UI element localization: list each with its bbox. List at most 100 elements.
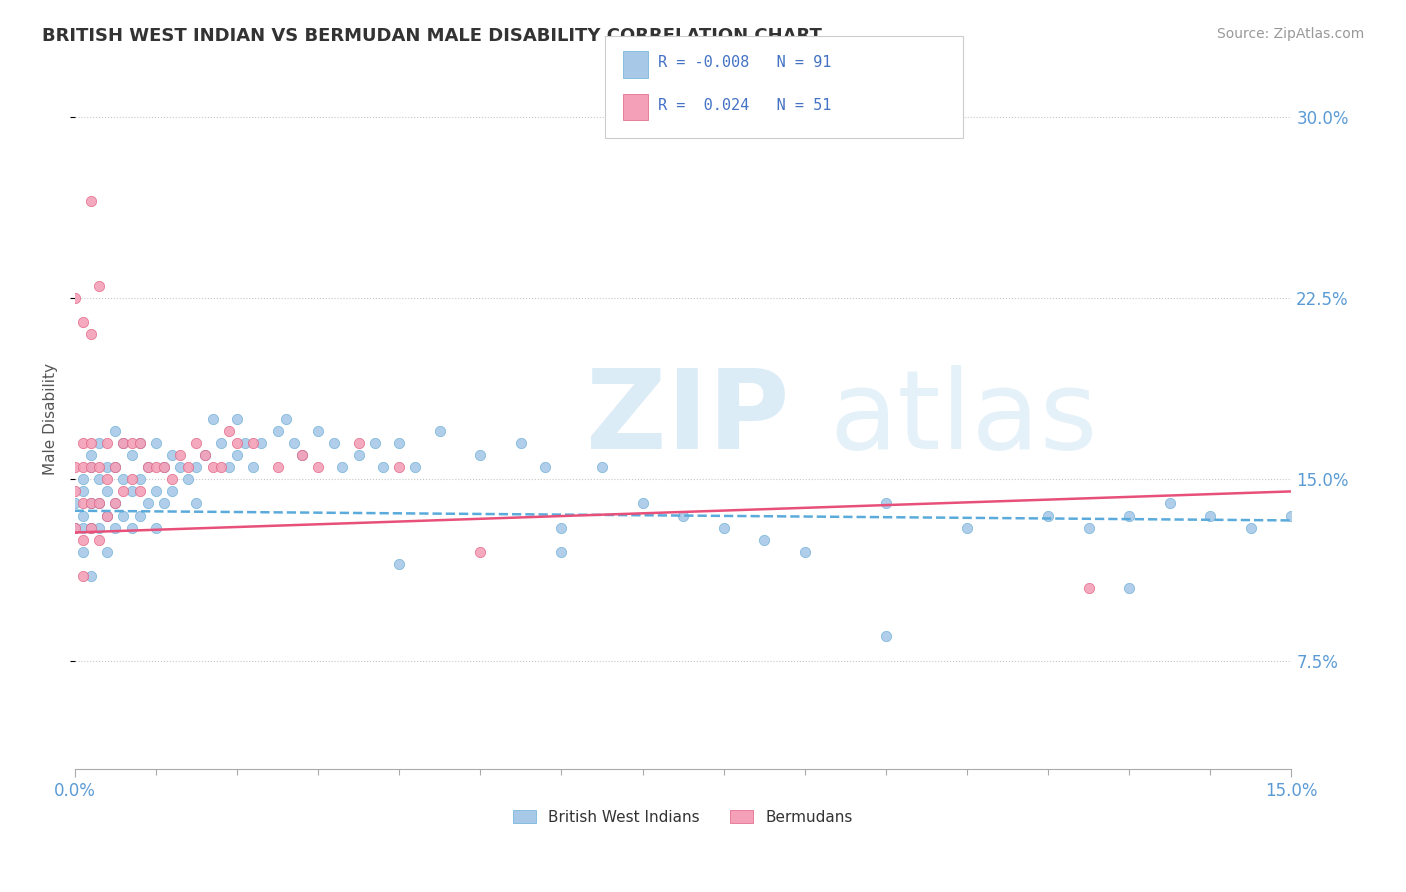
Text: atlas: atlas bbox=[830, 366, 1098, 473]
Point bbox=[713, 521, 735, 535]
Point bbox=[550, 521, 572, 535]
Point bbox=[145, 521, 167, 535]
Point bbox=[87, 472, 110, 486]
Point bbox=[591, 460, 613, 475]
Point bbox=[631, 496, 654, 510]
Point bbox=[226, 448, 249, 462]
Point bbox=[128, 508, 150, 523]
Point bbox=[793, 545, 815, 559]
Point bbox=[72, 436, 94, 450]
Point bbox=[509, 436, 531, 450]
Point bbox=[128, 472, 150, 486]
Point bbox=[96, 508, 118, 523]
Point bbox=[186, 460, 208, 475]
Point bbox=[429, 424, 451, 438]
Point bbox=[136, 460, 159, 475]
Point bbox=[364, 436, 387, 450]
Point bbox=[104, 460, 127, 475]
Point bbox=[160, 472, 183, 486]
Point bbox=[80, 448, 103, 462]
Point bbox=[80, 496, 103, 510]
Point bbox=[96, 436, 118, 450]
Point bbox=[145, 484, 167, 499]
Point bbox=[63, 521, 86, 535]
Text: R =  0.024   N = 51: R = 0.024 N = 51 bbox=[658, 98, 831, 112]
Point bbox=[169, 448, 191, 462]
Point bbox=[177, 472, 200, 486]
Point bbox=[875, 496, 897, 510]
Point bbox=[128, 484, 150, 499]
Point bbox=[1199, 508, 1222, 523]
Point bbox=[63, 521, 86, 535]
Point bbox=[80, 496, 103, 510]
Point bbox=[80, 460, 103, 475]
Point bbox=[1077, 521, 1099, 535]
Point bbox=[96, 472, 118, 486]
Point bbox=[186, 436, 208, 450]
Point bbox=[470, 545, 492, 559]
Point bbox=[87, 436, 110, 450]
Point bbox=[112, 508, 135, 523]
Point bbox=[72, 545, 94, 559]
Point bbox=[218, 424, 240, 438]
Point bbox=[218, 460, 240, 475]
Point bbox=[323, 436, 346, 450]
Point bbox=[72, 508, 94, 523]
Legend: British West Indians, Bermudans: British West Indians, Bermudans bbox=[513, 810, 853, 825]
Point bbox=[63, 496, 86, 510]
Point bbox=[112, 436, 135, 450]
Point bbox=[80, 460, 103, 475]
Point bbox=[153, 496, 176, 510]
Point bbox=[80, 194, 103, 209]
Point bbox=[112, 484, 135, 499]
Point bbox=[1118, 508, 1140, 523]
Point bbox=[112, 472, 135, 486]
Point bbox=[209, 436, 232, 450]
Point bbox=[128, 436, 150, 450]
Point bbox=[87, 521, 110, 535]
Point bbox=[72, 484, 94, 499]
Point bbox=[404, 460, 426, 475]
Point bbox=[201, 412, 224, 426]
Point bbox=[104, 460, 127, 475]
Point bbox=[80, 521, 103, 535]
Point bbox=[347, 448, 370, 462]
Point bbox=[72, 569, 94, 583]
Point bbox=[112, 436, 135, 450]
Point bbox=[128, 436, 150, 450]
Point bbox=[209, 460, 232, 475]
Point bbox=[332, 460, 354, 475]
Point bbox=[875, 629, 897, 643]
Point bbox=[754, 533, 776, 547]
Point bbox=[177, 460, 200, 475]
Point bbox=[226, 412, 249, 426]
Point bbox=[87, 496, 110, 510]
Point bbox=[87, 279, 110, 293]
Point bbox=[104, 496, 127, 510]
Point bbox=[145, 460, 167, 475]
Point bbox=[87, 460, 110, 475]
Point bbox=[72, 533, 94, 547]
Point bbox=[233, 436, 256, 450]
Point bbox=[87, 533, 110, 547]
Point bbox=[956, 521, 979, 535]
Point bbox=[186, 496, 208, 510]
Point bbox=[87, 496, 110, 510]
Point bbox=[80, 327, 103, 342]
Point bbox=[283, 436, 305, 450]
Point bbox=[96, 460, 118, 475]
Point bbox=[136, 460, 159, 475]
Point bbox=[250, 436, 273, 450]
Point bbox=[1159, 496, 1181, 510]
Point bbox=[80, 521, 103, 535]
Point bbox=[63, 291, 86, 305]
Point bbox=[160, 484, 183, 499]
Point bbox=[550, 545, 572, 559]
Text: BRITISH WEST INDIAN VS BERMUDAN MALE DISABILITY CORRELATION CHART: BRITISH WEST INDIAN VS BERMUDAN MALE DIS… bbox=[42, 27, 823, 45]
Point bbox=[63, 484, 86, 499]
Point bbox=[388, 460, 411, 475]
Point bbox=[96, 545, 118, 559]
Point bbox=[291, 448, 314, 462]
Point bbox=[1279, 508, 1302, 523]
Y-axis label: Male Disability: Male Disability bbox=[44, 363, 58, 475]
